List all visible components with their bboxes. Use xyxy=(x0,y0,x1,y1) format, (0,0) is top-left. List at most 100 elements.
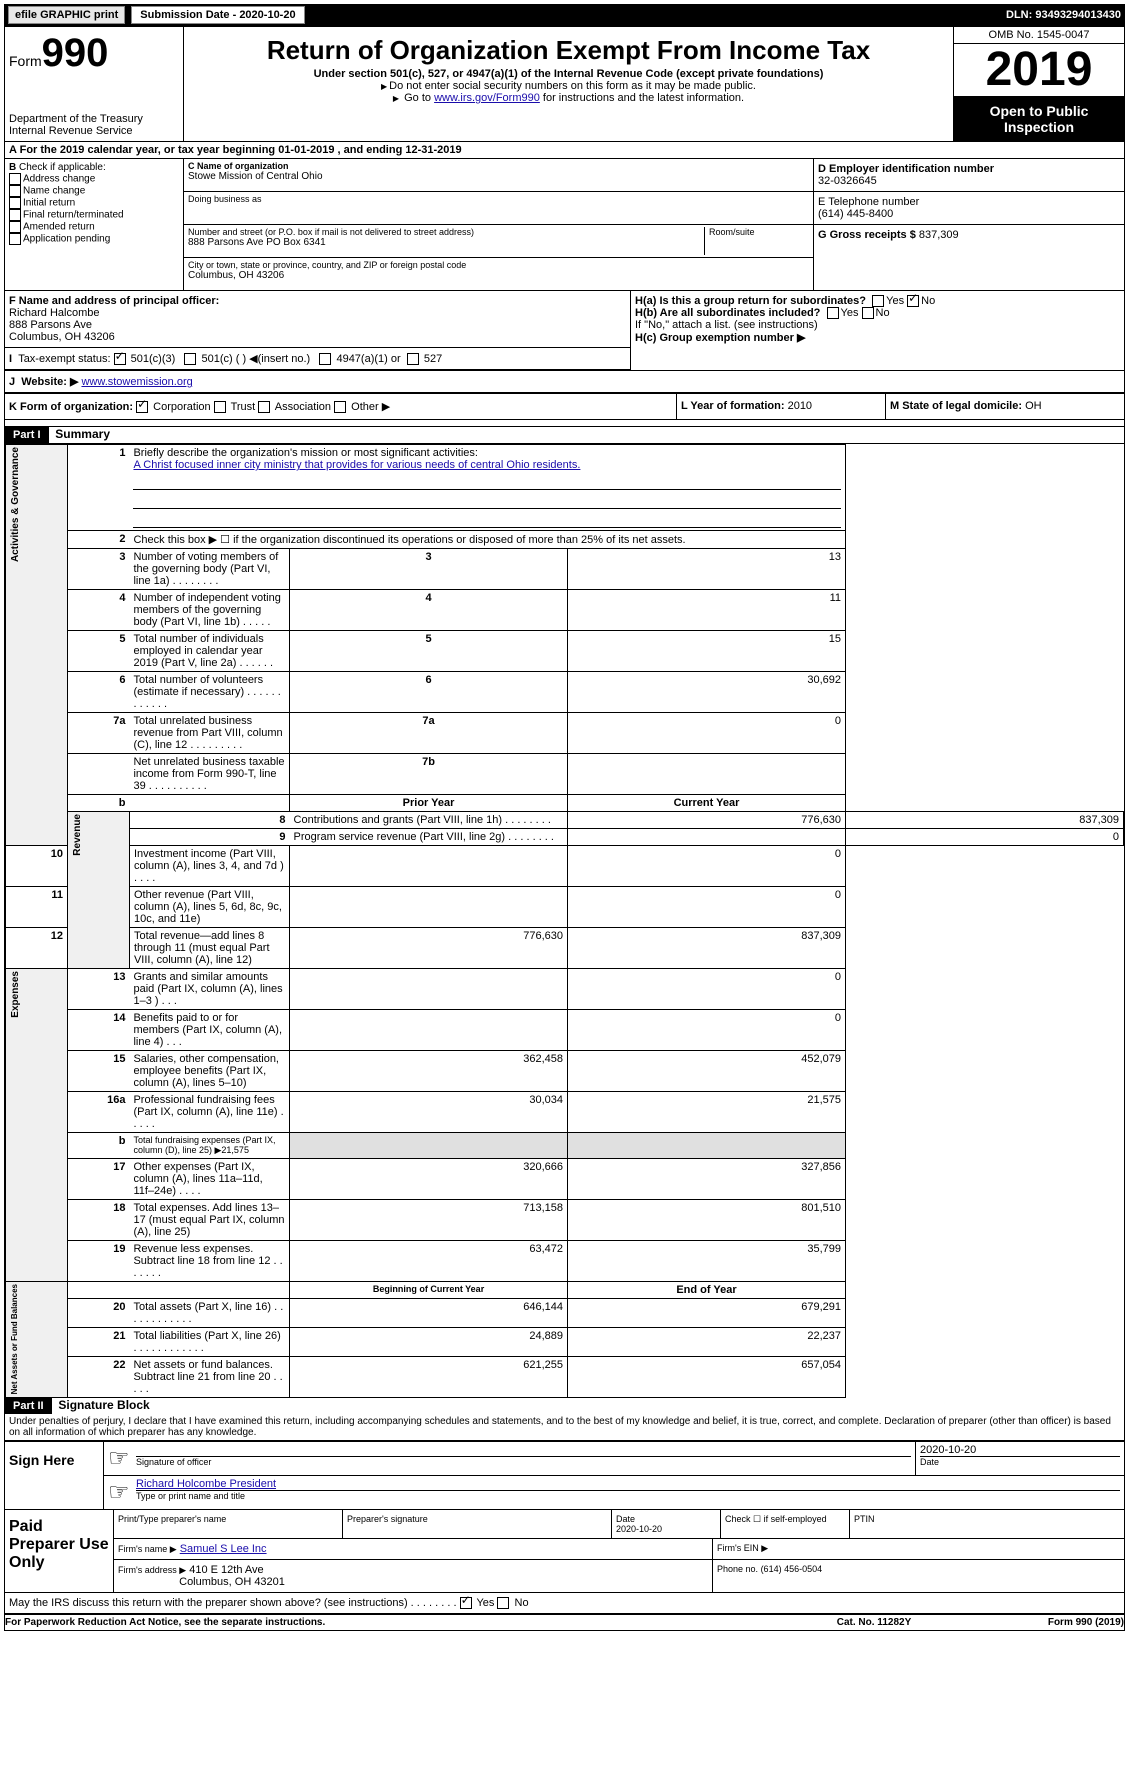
line-18-current: 801,510 xyxy=(568,1200,846,1241)
line-19-no: 19 xyxy=(67,1241,129,1282)
perjury-statement: Under penalties of perjury, I declare th… xyxy=(5,1414,1124,1440)
line-5-val: 15 xyxy=(568,631,846,672)
opt-4947: 4947(a)(1) or xyxy=(336,353,400,365)
checkbox-corporation[interactable] xyxy=(136,401,148,413)
line-7b-desc: Net unrelated business taxable income fr… xyxy=(129,754,289,795)
line-17-prior: 320,666 xyxy=(290,1159,568,1200)
officer-name-link[interactable]: Richard Holcombe President xyxy=(136,1478,276,1490)
part2-header: Part II Signature Block xyxy=(5,1398,1124,1414)
k-label: K Form of organization: xyxy=(9,401,133,413)
firm-addr-label: Firm's address ▶ xyxy=(118,1565,186,1575)
opt-other: Other ▶ xyxy=(351,401,390,413)
city-label: City or town, state or province, country… xyxy=(188,260,809,270)
blocks-f-h: F Name and address of principal officer:… xyxy=(5,291,1124,371)
checkbox-other[interactable] xyxy=(334,401,346,413)
efile-print-button[interactable]: efile GRAPHIC print xyxy=(8,6,125,24)
prep-phone-value: (614) 456-0504 xyxy=(761,1564,823,1574)
line-7a-num: 7a xyxy=(290,713,568,754)
blocks-b-through-g: B Check if applicable: Address change Na… xyxy=(5,159,1124,291)
checkbox-527[interactable] xyxy=(407,353,419,365)
line-19-desc: Revenue less expenses. Subtract line 18 … xyxy=(129,1241,289,1282)
gross-receipts-label: G Gross receipts $ xyxy=(818,229,916,241)
line-10-current: 0 xyxy=(568,846,846,887)
line-22-desc: Net assets or fund balances. Subtract li… xyxy=(129,1357,289,1398)
checkbox-address-change[interactable] xyxy=(9,173,21,185)
checkbox-name-change[interactable] xyxy=(9,185,21,197)
prep-ptin-label: PTIN xyxy=(850,1510,1124,1538)
line-9-prior xyxy=(568,829,846,846)
firm-ein-label: Firm's EIN ▶ xyxy=(713,1539,1124,1559)
omb-number: OMB No. 1545-0047 xyxy=(954,27,1124,44)
top-toolbar: efile GRAPHIC print Submission Date - 20… xyxy=(4,4,1125,26)
line-22-current: 657,054 xyxy=(568,1357,846,1398)
checkbox-trust[interactable] xyxy=(214,401,226,413)
line-17-current: 327,856 xyxy=(568,1159,846,1200)
line-b-spacer: b xyxy=(67,795,129,812)
type-name-label: Type or print name and title xyxy=(136,1490,1120,1501)
checkbox-discuss-yes[interactable] xyxy=(460,1597,472,1609)
submission-date-box: Submission Date - 2020-10-20 xyxy=(131,6,304,24)
preparer-label: Paid Preparer Use Only xyxy=(5,1510,113,1592)
line-6-desc: Total number of volunteers (estimate if … xyxy=(129,672,289,713)
checkbox-501c[interactable] xyxy=(184,353,196,365)
checkbox-discuss-no[interactable] xyxy=(497,1597,509,1609)
open-public-badge: Open to Public Inspection xyxy=(954,97,1124,141)
prep-date-label: Date xyxy=(616,1514,635,1524)
firm-addr-value: 410 E 12th Ave xyxy=(189,1564,263,1576)
sign-here-label: Sign Here xyxy=(5,1442,104,1509)
checkbox-association[interactable] xyxy=(258,401,270,413)
checkbox-initial-return[interactable] xyxy=(9,197,21,209)
form-footer: For Paperwork Reduction Act Notice, see … xyxy=(5,1614,1124,1630)
b-label: Check if applicable: xyxy=(19,162,106,173)
line-11-no: 11 xyxy=(6,887,68,928)
line-16a-current: 21,575 xyxy=(568,1092,846,1133)
checkbox-ha-no[interactable] xyxy=(907,295,919,307)
line-20-prior: 646,144 xyxy=(290,1299,568,1328)
line-21-prior: 24,889 xyxy=(290,1328,568,1357)
line-21-no: 21 xyxy=(67,1328,129,1357)
firm-city-value: Columbus, OH 43201 xyxy=(179,1576,285,1588)
firm-name-link[interactable]: Samuel S Lee Inc xyxy=(180,1543,267,1555)
line-14-desc: Benefits paid to or for members (Part IX… xyxy=(129,1010,289,1051)
checkbox-4947[interactable] xyxy=(319,353,331,365)
form-subtitle: Under section 501(c), 527, or 4947(a)(1)… xyxy=(188,68,949,80)
footer-cat: Cat. No. 11282Y xyxy=(774,1617,974,1628)
website-link[interactable]: www.stowemission.org xyxy=(81,376,192,388)
sign-here-block: Sign Here ☞ Signature of officer 2020-10… xyxy=(5,1440,1124,1510)
line-5-desc: Total number of individuals employed in … xyxy=(129,631,289,672)
checkbox-app-pending[interactable] xyxy=(9,233,21,245)
line-3-desc: Number of voting members of the governin… xyxy=(129,549,289,590)
sig-officer-label: Signature of officer xyxy=(136,1456,911,1467)
section-j-website: J Website: ▶ www.stowemission.org xyxy=(5,371,1124,394)
form-number: Form990 xyxy=(9,31,179,76)
line-10-no: 10 xyxy=(6,846,68,887)
l-label: L Year of formation: xyxy=(681,400,785,412)
irs-link[interactable]: www.irs.gov/Form990 xyxy=(434,92,540,104)
checkbox-hb-no[interactable] xyxy=(862,307,874,319)
note-link-post: for instructions and the latest informat… xyxy=(540,92,744,104)
dba-label: Doing business as xyxy=(188,194,809,204)
sig-date-label: Date xyxy=(920,1456,1120,1467)
checkbox-501c3[interactable] xyxy=(114,353,126,365)
note-ssn: Do not enter social security numbers on … xyxy=(188,80,949,92)
line-9-no: 9 xyxy=(129,829,289,846)
checkbox-hb-yes[interactable] xyxy=(827,307,839,319)
line-5-num: 5 xyxy=(290,631,568,672)
checkbox-final-return[interactable] xyxy=(9,209,21,221)
line-5-no: 5 xyxy=(67,631,129,672)
line-6-no: 6 xyxy=(67,672,129,713)
line-4-num: 4 xyxy=(290,590,568,631)
mission-link[interactable]: A Christ focused inner city ministry tha… xyxy=(133,459,580,471)
line-14-prior xyxy=(290,1010,568,1051)
checkbox-ha-yes[interactable] xyxy=(872,295,884,307)
opt-association: Association xyxy=(275,401,331,413)
prep-check-label: Check ☐ if self-employed xyxy=(721,1510,850,1538)
side-governance: Activities & Governance xyxy=(6,445,68,846)
line-19-current: 35,799 xyxy=(568,1241,846,1282)
line-8-prior: 776,630 xyxy=(568,812,846,829)
h-c: H(c) Group exemption number ▶ xyxy=(635,331,1120,344)
line-4-no: 4 xyxy=(67,590,129,631)
section-i-tax-status: I Tax-exempt status: 501(c)(3) 501(c) ( … xyxy=(5,348,630,370)
checkbox-amended[interactable] xyxy=(9,221,21,233)
line-6-num: 6 xyxy=(290,672,568,713)
